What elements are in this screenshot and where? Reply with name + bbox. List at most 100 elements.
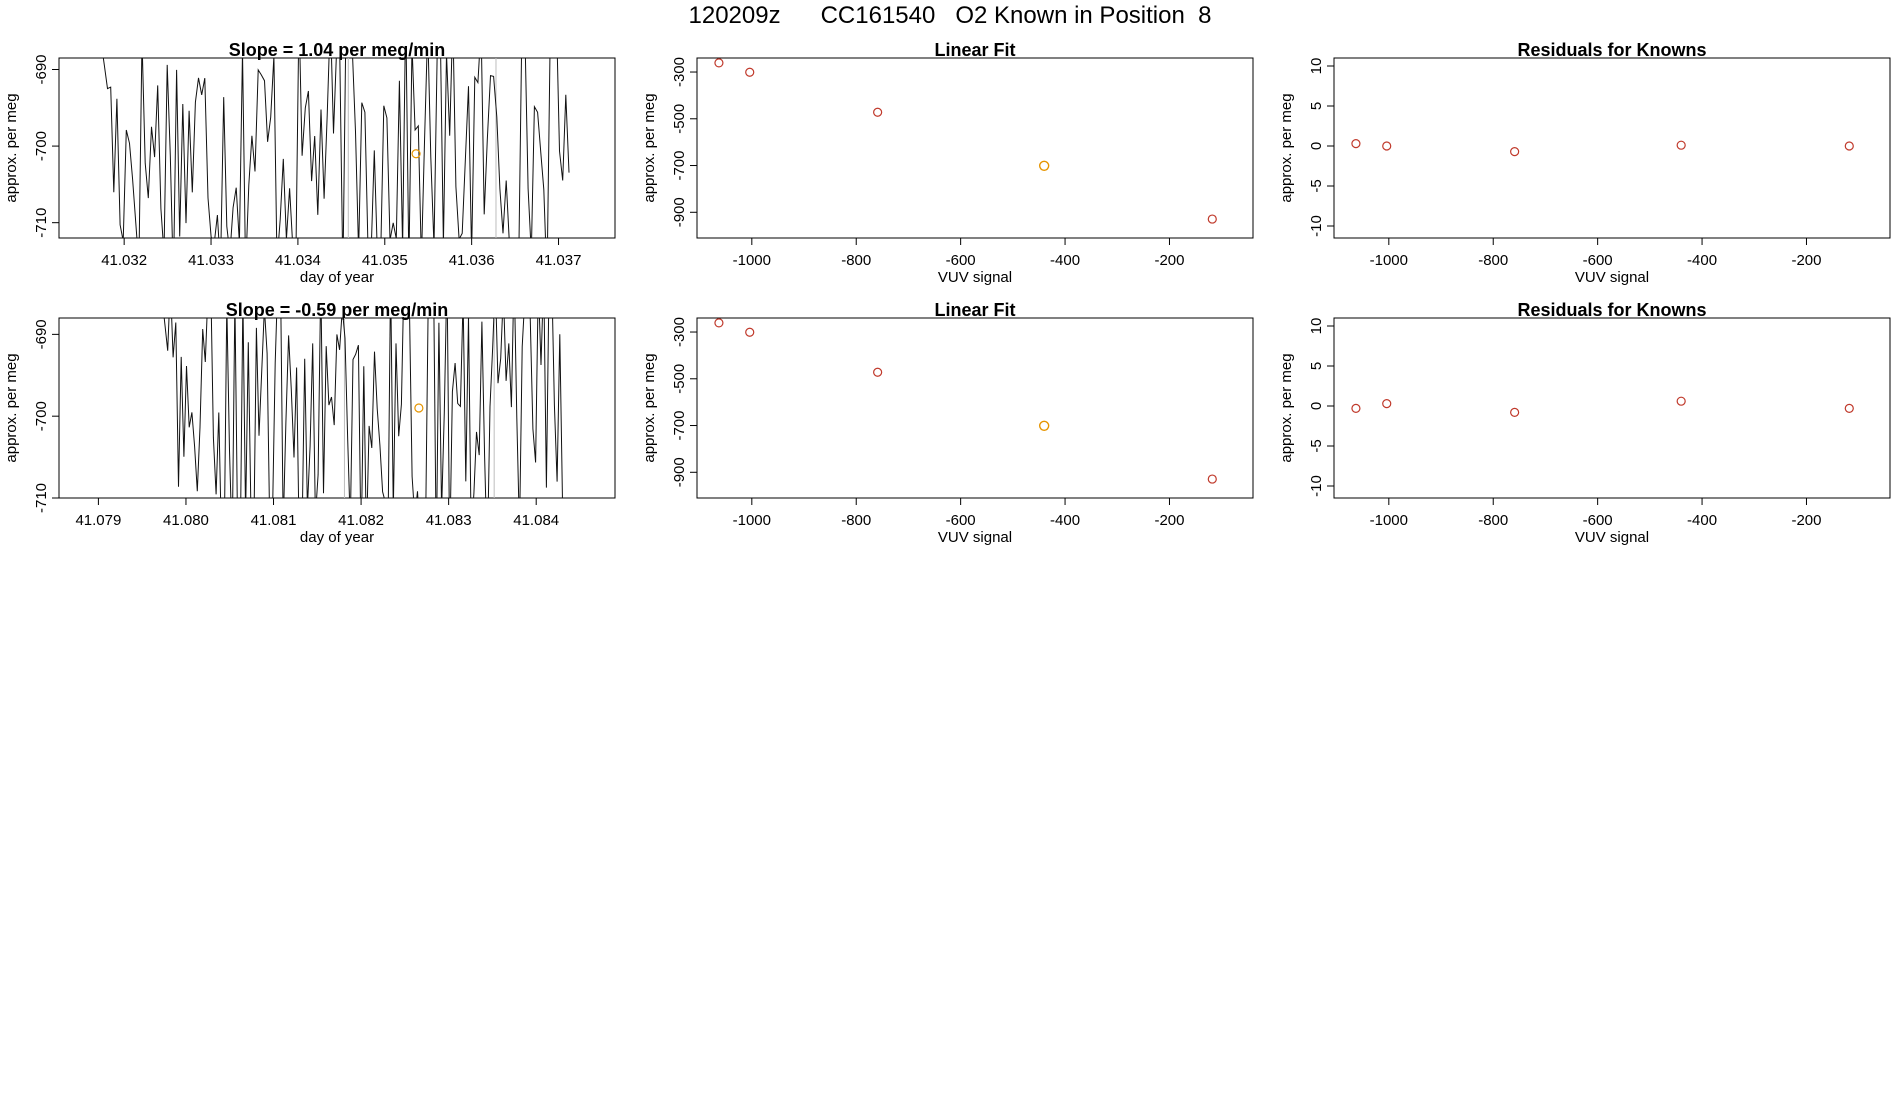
plot-area (714, 58, 1217, 224)
y-tick-label: -700 (33, 131, 50, 161)
x-axis-label: day of year (300, 269, 374, 286)
known-point (1207, 214, 1217, 224)
y-tick-label: -5 (1308, 179, 1325, 192)
y-tick-label: -300 (671, 317, 688, 347)
chart-title: Linear Fit (934, 40, 1015, 60)
x-axis-label: VUV signal (1575, 529, 1649, 546)
x-tick-label: -600 (946, 512, 976, 529)
x-axis-label: VUV signal (1575, 269, 1649, 286)
known-point (873, 367, 883, 377)
x-tick-label: -1000 (1370, 512, 1408, 529)
x-tick-label: -800 (841, 252, 871, 269)
x-tick-label: -400 (1687, 252, 1717, 269)
unknown-point (1038, 160, 1050, 171)
known-point (1351, 139, 1361, 149)
chart-r2-fit: Linear Fit -1000 -800 -600 -400 -200 -300 -500 -… (641, 300, 1254, 546)
known-point (1351, 403, 1361, 413)
y-tick-label: -700 (671, 411, 688, 441)
plot-area (1351, 396, 1854, 417)
y-tick-label: -5 (1308, 439, 1325, 452)
figure-title: 120209z CC161540 O2 Known in Position 8 (688, 2, 1212, 29)
known-point (873, 107, 883, 117)
chart-title: Slope = -0.59 per meg/min (226, 300, 449, 320)
x-tick-label: -400 (1050, 512, 1080, 529)
y-axis-label: approx. per meg (641, 93, 658, 202)
plot-frame (58, 57, 616, 239)
chart-r1-resid: Residuals for Knowns -1000 -800 -600 -400 -20… (1278, 40, 1891, 286)
plot-frame (696, 57, 1254, 239)
plot-area (714, 318, 1217, 484)
y-tick-label: -690 (33, 319, 50, 349)
y-tick-label: -10 (1308, 215, 1325, 237)
unknown-point (1038, 420, 1050, 431)
y-tick-label: -900 (671, 457, 688, 487)
x-tick-label: -200 (1154, 252, 1184, 269)
y-axis-label: approx. per meg (1278, 353, 1295, 462)
x-tick-label: 41.035 (362, 252, 408, 269)
plot-area (1351, 139, 1854, 157)
y-axis-label: approx. per meg (3, 93, 20, 202)
x-tick-label: -1000 (1370, 252, 1408, 269)
chart-r1-trace: Slope = 1.04 per meg/min 41.032 41.033 41.0… (3, 40, 616, 286)
known-point (745, 327, 755, 337)
known-point (714, 318, 724, 328)
x-tick-label: 41.036 (449, 252, 495, 269)
y-tick-label: -300 (671, 57, 688, 87)
chart-r1-fit: Linear Fit -1000 -800 -600 -400 -200 -300 -500 -… (641, 40, 1254, 286)
y-tick-label: 0 (1308, 402, 1325, 410)
x-tick-label: -800 (1478, 512, 1508, 529)
chart-r2-trace: Slope = -0.59 per meg/min 41.079 41.080 41.… (3, 300, 616, 546)
y-tick-label: -900 (671, 197, 688, 227)
x-tick-label: -800 (841, 512, 871, 529)
x-tick-label: -600 (946, 252, 976, 269)
chart-title: Slope = 1.04 per meg/min (229, 40, 446, 60)
unknown-sample-marker (411, 149, 421, 159)
x-tick-label: 41.081 (251, 512, 297, 529)
y-tick-label: -10 (1308, 475, 1325, 497)
known-point (1510, 407, 1520, 417)
known-point (1382, 399, 1392, 409)
chart-r2-resid: Residuals for Knowns -1000 -800 -600 -400 -20… (1278, 300, 1891, 546)
x-tick-label: 41.034 (275, 252, 321, 269)
x-tick-label: -600 (1583, 252, 1613, 269)
x-axis-label: VUV signal (938, 529, 1012, 546)
y-tick-label: -710 (33, 483, 50, 513)
x-tick-label: 41.083 (426, 512, 472, 529)
y-tick-label: 10 (1308, 58, 1325, 75)
known-point (745, 67, 755, 77)
y-axis-label: approx. per meg (3, 353, 20, 462)
x-tick-label: -200 (1791, 252, 1821, 269)
x-tick-label: -1000 (733, 252, 771, 269)
y-tick-label: -500 (671, 104, 688, 134)
chart-title: Residuals for Knowns (1517, 300, 1706, 320)
x-tick-label: 41.080 (163, 512, 209, 529)
chart-title: Linear Fit (934, 300, 1015, 320)
x-tick-label: 41.037 (536, 252, 582, 269)
x-tick-label: -400 (1687, 512, 1717, 529)
y-tick-label: 5 (1308, 102, 1325, 110)
x-tick-label: 41.084 (513, 512, 559, 529)
x-tick-label: 41.079 (75, 512, 121, 529)
plot-frame (1333, 317, 1891, 499)
y-axis-label: approx. per meg (641, 353, 658, 462)
x-axis-label: VUV signal (938, 269, 1012, 286)
y-tick-label: -690 (33, 54, 50, 84)
plot-area (163, 318, 563, 498)
chart-title: Residuals for Knowns (1517, 40, 1706, 60)
x-tick-label: -200 (1791, 512, 1821, 529)
known-point (1382, 141, 1392, 151)
y-tick-label: -700 (671, 151, 688, 181)
known-point (1676, 140, 1686, 150)
x-tick-label: 41.082 (338, 512, 384, 529)
y-axis-label: approx. per meg (1278, 93, 1295, 202)
known-point (714, 58, 724, 68)
known-point (1207, 474, 1217, 484)
known-point (1844, 141, 1854, 151)
y-tick-label: 10 (1308, 318, 1325, 335)
x-tick-label: -400 (1050, 252, 1080, 269)
x-tick-label: -600 (1583, 512, 1613, 529)
plot-area (102, 58, 570, 238)
y-tick-label: 5 (1308, 362, 1325, 370)
plot-frame (696, 317, 1254, 499)
y-tick-label: -500 (671, 364, 688, 394)
